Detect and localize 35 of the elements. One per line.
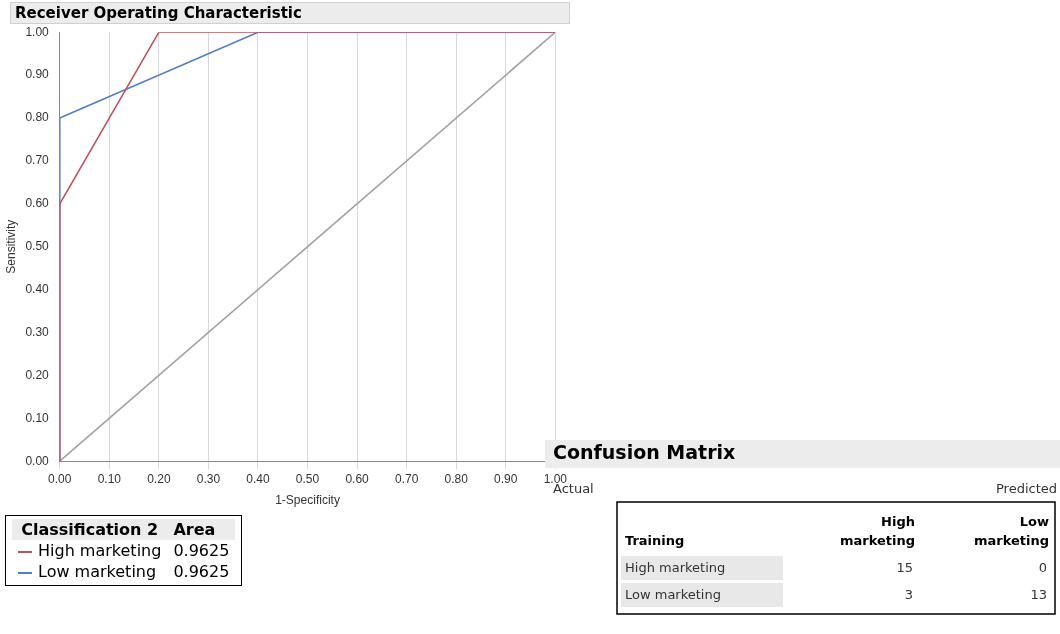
x-tick-label: 0.20 (147, 471, 171, 486)
text: 0.9625 (172, 561, 231, 582)
x-tick-label: 0.50 (295, 471, 320, 486)
chart-title: Receiver Operating Characteristic (10, 2, 570, 24)
y-tick-label: 0.00 (25, 453, 50, 468)
text: Confusion Matrix (553, 440, 736, 463)
x-tick-label: 0.30 (196, 471, 221, 486)
y-tick-label: 0.60 (25, 196, 50, 211)
y-axis-title: Actual (553, 481, 594, 497)
x-tick-label: 0.80 (444, 471, 469, 486)
x-tick-label: 0.70 (394, 471, 419, 486)
y-axis-title: Sensitivity (3, 219, 18, 274)
x-axis-title: 1-Specificity (275, 493, 340, 508)
y-tick-label: 1.00 (25, 24, 50, 39)
x-tick-label: 0.10 (97, 471, 122, 486)
legend-title: Classification 2 (20, 519, 160, 540)
data-label: 15 (896, 559, 913, 575)
data-label: 13 (1030, 586, 1047, 602)
y-tick-label: 0.80 (25, 110, 50, 125)
x-tick-label: 0.90 (494, 471, 518, 486)
x-tick-label: 0.40 (246, 471, 270, 486)
x-tick-label: 0.00 (48, 471, 72, 486)
y-tick-label: 0.90 (25, 67, 50, 82)
y-tick-label: 0.50 (25, 239, 50, 254)
data-label: 3 (904, 586, 913, 602)
text: Training (625, 533, 685, 549)
x-axis-title: Predicted (995, 481, 1057, 497)
text: 0.9625 (172, 540, 231, 561)
x-tick-label: 0.60 (345, 471, 370, 486)
y-tick-label: 0.30 (25, 324, 50, 339)
data-label: 0 (1038, 559, 1047, 575)
y-tick-label: 0.20 (25, 367, 50, 382)
y-tick-label: 0.40 (25, 281, 50, 296)
y-tick-label: 0.70 (25, 153, 50, 168)
y-tick-label: 0.10 (25, 410, 50, 425)
